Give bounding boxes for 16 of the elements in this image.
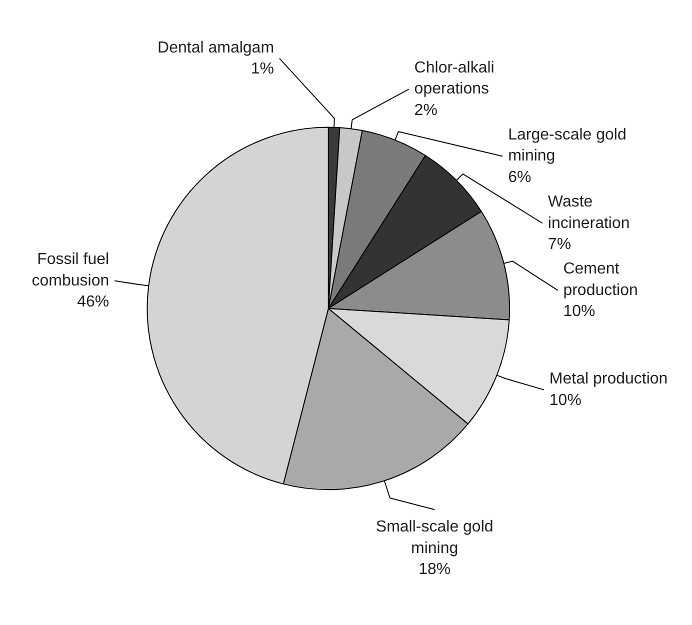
slice-label: Fossil fuel combusion [32, 251, 110, 290]
data-label: 18% [418, 561, 451, 578]
slice-label: Dental amalgam [158, 39, 274, 56]
slice-label: Large-scale gold mining [508, 126, 626, 165]
data-label: 2% [414, 102, 438, 119]
data-label: 6% [508, 168, 532, 186]
data-label: 1% [250, 60, 274, 78]
data-label: 10% [563, 303, 596, 320]
slice-label: Chlor-alkali operations [414, 59, 494, 98]
data-label: 46% [77, 294, 110, 311]
slice-label: Cement production [563, 260, 638, 299]
slice-label: Waste incineration [548, 194, 630, 232]
data-label: 7% [548, 236, 572, 254]
data-label: 10% [549, 392, 582, 409]
slice-label: Small-scale gold mining [376, 518, 494, 557]
slice-label: Metal production [549, 370, 668, 388]
